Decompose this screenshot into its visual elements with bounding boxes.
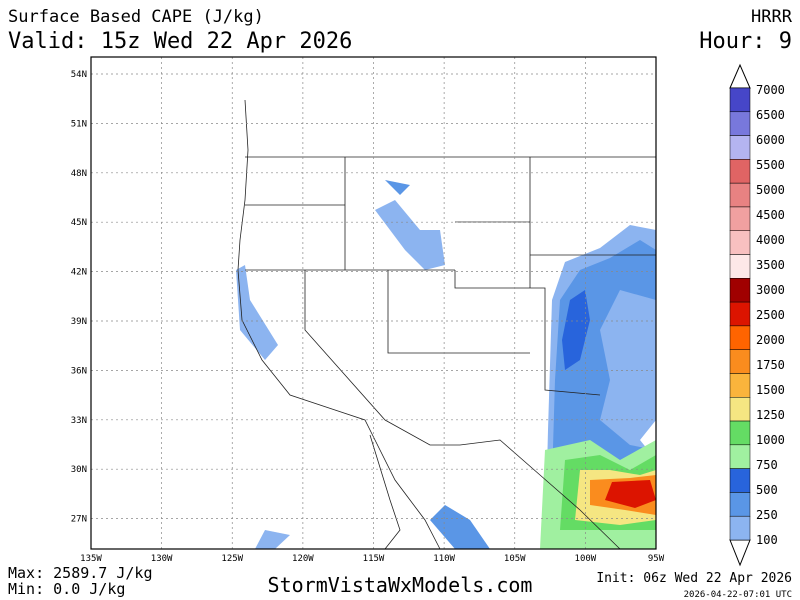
lat-label: 42N (71, 268, 87, 278)
colorbar-swatch (729, 349, 751, 374)
colorbar-swatch (729, 206, 751, 231)
forecast-hour: Hour: 9 (699, 29, 792, 54)
boundaries (237, 99, 656, 550)
lon-label: 100W (575, 554, 597, 564)
colorbar-swatch (729, 468, 751, 493)
timestamp: 2026-04-22-07:01 UTC (684, 590, 792, 600)
map (90, 56, 657, 550)
colorbar-swatch (729, 230, 751, 255)
lat-label: 51N (71, 119, 87, 129)
colorbar-label: 1000 (756, 433, 785, 447)
colorbar-swatch (729, 254, 751, 279)
colorbar-swatch (729, 278, 751, 303)
colorbar-label: 750 (756, 458, 778, 472)
lat-label: 36N (71, 366, 87, 376)
colorbar-swatch (729, 111, 751, 136)
cape-shading (236, 180, 656, 549)
colorbar-swatch (729, 301, 751, 327)
colorbar-bottom-arrow (729, 539, 751, 567)
lon-label: 115W (363, 554, 385, 564)
colorbar-swatch (729, 325, 751, 350)
colorbar-label: 500 (756, 483, 778, 497)
colorbar-label: 100 (756, 533, 778, 547)
colorbar-swatch (729, 444, 751, 469)
colorbar-swatch (729, 397, 751, 422)
colorbar-label: 1250 (756, 408, 785, 422)
colorbar-label: 6500 (756, 108, 785, 122)
colorbar-swatch (729, 515, 751, 541)
colorbar-swatch (729, 87, 751, 113)
colorbar-label: 2000 (756, 333, 785, 347)
colorbar-label: 1750 (756, 358, 785, 372)
colorbar: 7000 6500 6000 5500 5000 4500 4000 3500 3000 2500… (729, 63, 785, 567)
max-value: Max: 2589.7 J/kg (8, 564, 153, 582)
site-name: StormVistaWxModels.com (268, 573, 533, 597)
colorbar-swatch (729, 135, 751, 160)
colorbar-label: 3000 (756, 283, 785, 297)
lat-label: 39N (71, 317, 87, 327)
colorbar-swatch (729, 182, 751, 208)
lat-label: 54N (71, 70, 87, 80)
model-name: HRRR (751, 7, 793, 27)
colorbar-swatch (729, 420, 751, 446)
colorbar-label: 4500 (756, 208, 785, 222)
valid-time: Valid: 15z Wed 22 Apr 2026 (8, 29, 352, 54)
colorbar-swatch (729, 492, 751, 517)
colorbar-label: 250 (756, 508, 778, 522)
colorbar-top-arrow (729, 63, 751, 89)
lon-label: 120W (292, 554, 314, 564)
colorbar-swatch (729, 159, 751, 184)
colorbar-label: 6000 (756, 133, 785, 147)
lon-label: 135W (80, 554, 102, 564)
lon-label: 125W (221, 554, 243, 564)
lat-label: 45N (71, 218, 87, 228)
map-frame (90, 56, 657, 550)
colorbar-swatch (729, 373, 751, 398)
colorbar-label: 3500 (756, 258, 785, 272)
colorbar-label: 5500 (756, 158, 785, 172)
lon-label: 95W (648, 554, 665, 564)
lon-label: 105W (504, 554, 526, 564)
colorbar-label: 1500 (756, 383, 785, 397)
colorbar-label: 7000 (756, 83, 785, 97)
lat-label: 27N (71, 515, 87, 525)
init-time: Init: 06z Wed 22 Apr 2026 (596, 571, 792, 586)
lon-label: 110W (433, 554, 455, 564)
lat-label: 33N (71, 416, 87, 426)
title: Surface Based CAPE (J/kg) (8, 7, 264, 27)
lat-label: 48N (71, 169, 87, 179)
colorbar-label: 2500 (756, 308, 785, 322)
colorbar-label: 5000 (756, 183, 785, 197)
colorbar-label: 4000 (756, 233, 785, 247)
min-value: Min: 0.0 J/kg (8, 580, 125, 598)
lon-label: 130W (151, 554, 173, 564)
lat-label: 30N (71, 465, 87, 475)
